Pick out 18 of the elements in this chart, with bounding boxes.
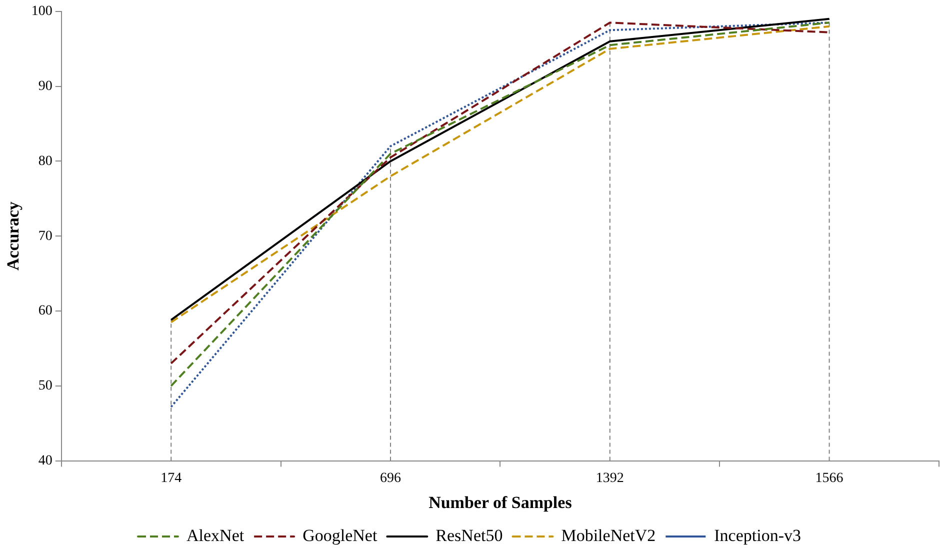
y-tick-label: 100 [31, 4, 52, 20]
x-tick-label: 696 [380, 470, 401, 486]
y-tick-label: 70 [38, 228, 52, 244]
x-tick-label: 1392 [596, 470, 624, 486]
x-tick-label: 1566 [815, 470, 844, 486]
legend-label: AlexNet [186, 526, 244, 545]
y-tick-label: 60 [38, 304, 52, 319]
legend-label: ResNet50 [436, 526, 503, 545]
y-tick-label: 90 [38, 78, 52, 94]
y-tick-label: 50 [38, 378, 52, 394]
x-tick-label: 174 [160, 470, 182, 486]
x-axis-title: Number of Samples [428, 493, 572, 512]
legend-label: GoogleNet [302, 526, 378, 545]
y-tick-label: 80 [38, 154, 52, 169]
y-tick-label: 40 [38, 453, 52, 468]
legend-label: MobileNetV2 [561, 526, 656, 545]
legend-label: Inception-v3 [714, 526, 802, 545]
y-axis-title: Accuracy [4, 201, 23, 271]
